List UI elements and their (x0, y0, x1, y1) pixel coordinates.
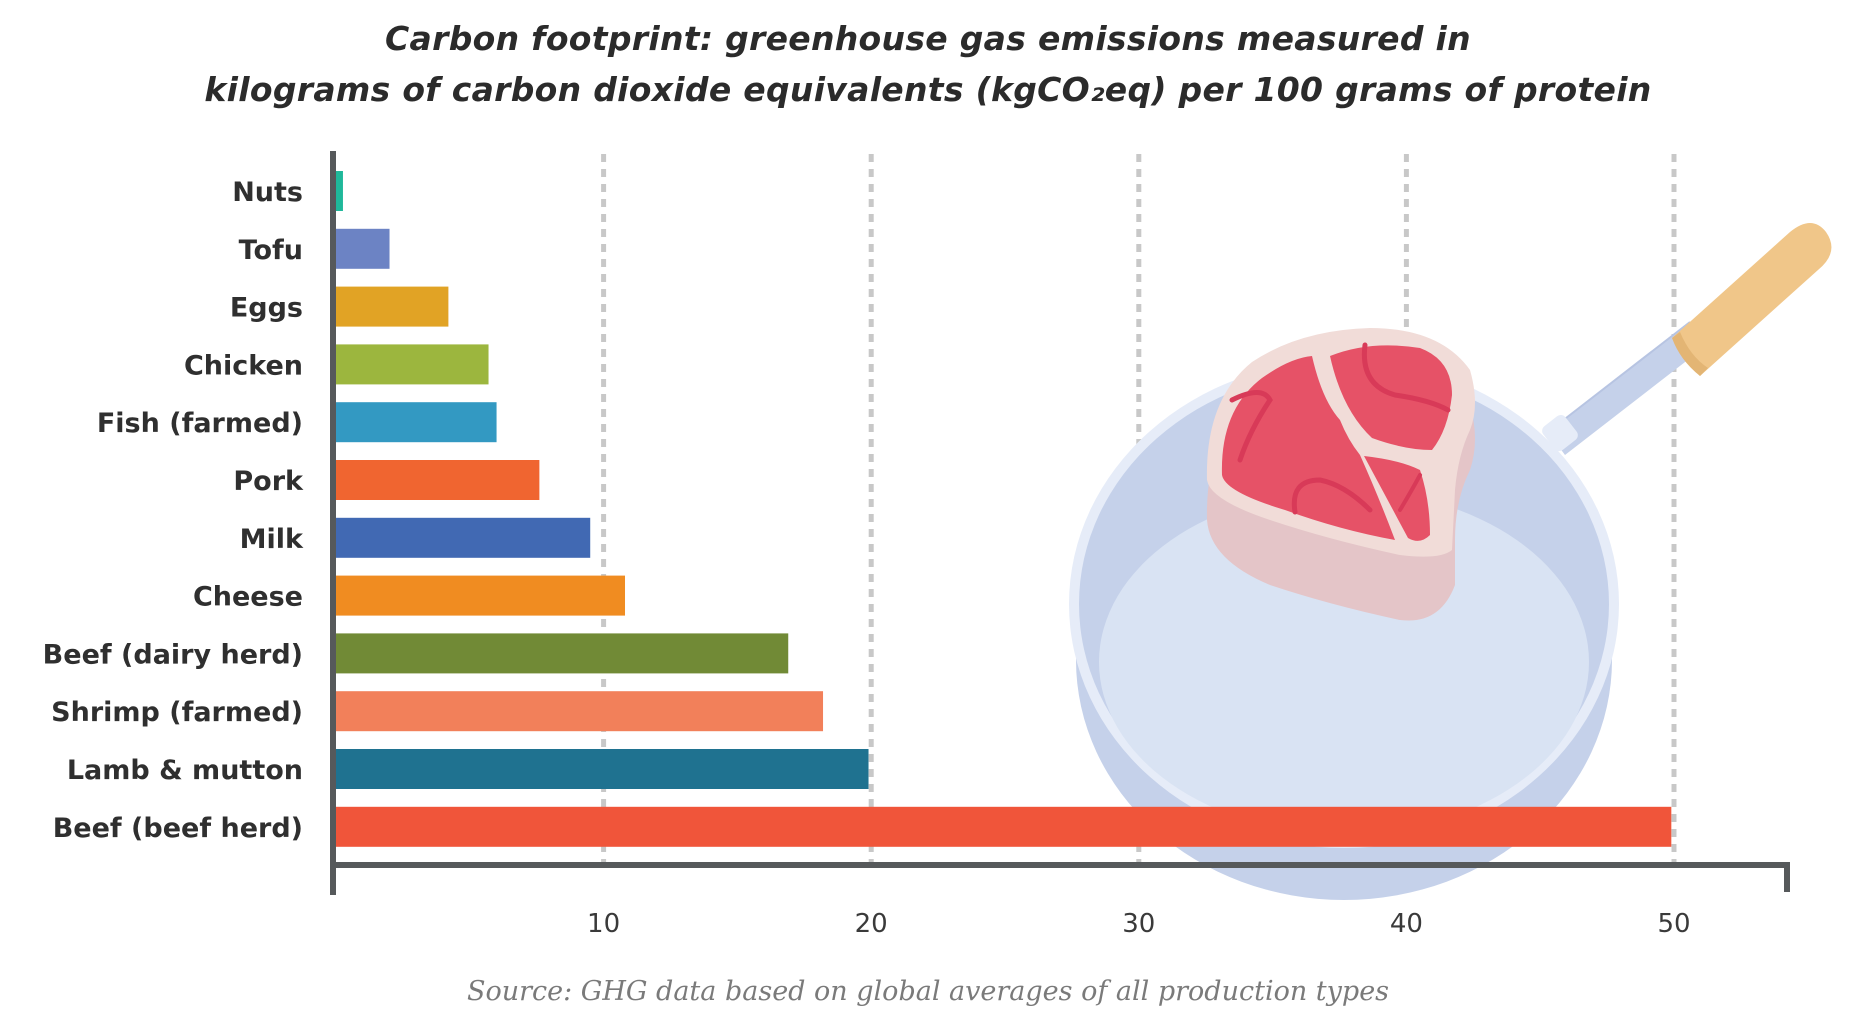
x-axis (330, 862, 1790, 868)
category-labels: Nuts Tofu Eggs Chicken Fish (farmed) Pork Milk… (43, 177, 304, 844)
bar-eggs (336, 286, 449, 327)
source-note: Source: GHG data based on global average… (467, 976, 1389, 1007)
chart-title-line-1: Carbon footprint: greenhouse gas emissio… (385, 19, 1471, 58)
category-label: Pork (233, 466, 304, 497)
bar-beef-dairy-herd (336, 633, 789, 674)
category-label: Chicken (184, 350, 303, 381)
bar-cheese (336, 575, 626, 616)
category-label: Milk (240, 524, 304, 555)
x-tick-label: 50 (1657, 909, 1690, 939)
steak-icon (1206, 328, 1475, 621)
bar-beef-beef-herd (336, 806, 1672, 847)
category-label: Nuts (232, 177, 303, 208)
category-label: Beef (beef herd) (53, 813, 303, 844)
y-axis (330, 151, 336, 895)
bar-shrimp-farmed (336, 691, 824, 732)
category-label: Eggs (230, 293, 303, 324)
bar-pork (336, 460, 540, 500)
category-label: Beef (dairy herd) (43, 639, 303, 670)
bar-tofu (336, 228, 390, 269)
x-axis-end-tick (1784, 862, 1790, 892)
bar-lamb-mutton (336, 749, 869, 789)
bar-fish-farmed (336, 402, 497, 443)
bar-nuts (336, 171, 343, 211)
category-label: Lamb & mutton (67, 755, 303, 786)
category-label: Fish (farmed) (97, 408, 303, 439)
category-label: Cheese (193, 582, 303, 613)
x-tick-labels: 10 20 30 40 50 (587, 909, 1690, 939)
frying-pan-illustration (1069, 223, 1832, 900)
bar-milk (336, 517, 591, 558)
x-tick-label: 40 (1390, 909, 1423, 939)
bars (336, 171, 1672, 847)
bar-chicken (336, 344, 489, 385)
category-label: Shrimp (farmed) (51, 697, 303, 728)
pan-handle-icon (1542, 223, 1832, 455)
x-tick-label: 30 (1122, 909, 1155, 939)
category-label: Tofu (239, 235, 303, 266)
x-tick-label: 10 (587, 909, 620, 939)
x-tick-label: 20 (855, 909, 888, 939)
chart-title-line-2: kilograms of carbon dioxide equivalents … (204, 70, 1651, 109)
